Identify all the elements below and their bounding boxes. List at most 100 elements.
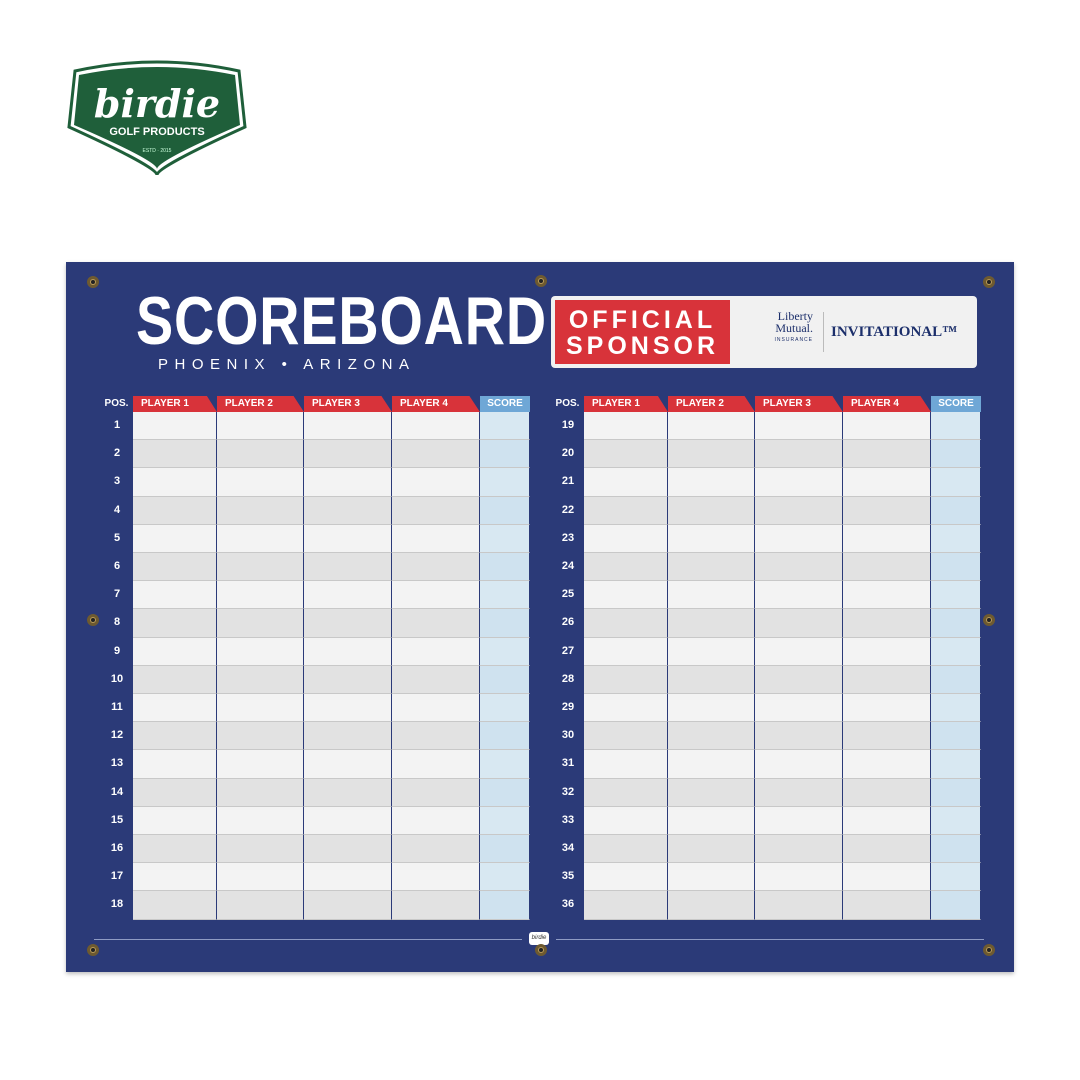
player-cell[interactable] <box>304 609 392 638</box>
player-cell[interactable] <box>584 468 668 497</box>
player-cell[interactable] <box>584 750 668 779</box>
player-cell[interactable] <box>304 891 392 920</box>
player-cell[interactable] <box>217 609 304 638</box>
player-cell[interactable] <box>304 806 392 835</box>
player-cell[interactable] <box>392 637 480 666</box>
player-cell[interactable] <box>584 835 668 864</box>
score-cell[interactable] <box>480 806 530 835</box>
player-cell[interactable] <box>217 496 304 525</box>
player-cell[interactable] <box>392 665 480 694</box>
player-cell[interactable] <box>755 665 843 694</box>
player-cell[interactable] <box>584 665 668 694</box>
player-cell[interactable] <box>392 524 480 553</box>
score-cell[interactable] <box>931 835 981 864</box>
player-cell[interactable] <box>133 778 217 807</box>
player-cell[interactable] <box>843 891 931 920</box>
player-cell[interactable] <box>392 440 480 469</box>
player-cell[interactable] <box>668 778 755 807</box>
player-cell[interactable] <box>584 722 668 751</box>
player-cell[interactable] <box>133 496 217 525</box>
player-cell[interactable] <box>584 553 668 582</box>
player-cell[interactable] <box>843 440 931 469</box>
player-cell[interactable] <box>755 412 843 441</box>
player-cell[interactable] <box>843 665 931 694</box>
player-cell[interactable] <box>843 468 931 497</box>
player-cell[interactable] <box>755 750 843 779</box>
player-cell[interactable] <box>668 891 755 920</box>
player-cell[interactable] <box>217 694 304 723</box>
player-cell[interactable] <box>584 694 668 723</box>
player-cell[interactable] <box>584 637 668 666</box>
player-cell[interactable] <box>668 750 755 779</box>
player-cell[interactable] <box>755 637 843 666</box>
player-cell[interactable] <box>217 778 304 807</box>
player-cell[interactable] <box>133 412 217 441</box>
player-cell[interactable] <box>668 637 755 666</box>
player-cell[interactable] <box>304 722 392 751</box>
player-cell[interactable] <box>217 806 304 835</box>
score-cell[interactable] <box>931 581 981 610</box>
score-cell[interactable] <box>931 609 981 638</box>
player-cell[interactable] <box>755 806 843 835</box>
score-cell[interactable] <box>931 891 981 920</box>
player-cell[interactable] <box>843 637 931 666</box>
player-cell[interactable] <box>584 609 668 638</box>
player-cell[interactable] <box>755 835 843 864</box>
score-cell[interactable] <box>480 778 530 807</box>
player-cell[interactable] <box>584 778 668 807</box>
player-cell[interactable] <box>217 440 304 469</box>
player-cell[interactable] <box>668 609 755 638</box>
player-cell[interactable] <box>668 806 755 835</box>
player-cell[interactable] <box>217 524 304 553</box>
player-cell[interactable] <box>392 468 480 497</box>
player-cell[interactable] <box>668 440 755 469</box>
player-cell[interactable] <box>304 524 392 553</box>
player-cell[interactable] <box>217 863 304 892</box>
player-cell[interactable] <box>584 581 668 610</box>
player-cell[interactable] <box>668 468 755 497</box>
player-cell[interactable] <box>584 863 668 892</box>
player-cell[interactable] <box>392 806 480 835</box>
player-cell[interactable] <box>843 609 931 638</box>
player-cell[interactable] <box>843 553 931 582</box>
player-cell[interactable] <box>584 412 668 441</box>
player-cell[interactable] <box>843 496 931 525</box>
player-cell[interactable] <box>755 496 843 525</box>
score-cell[interactable] <box>931 496 981 525</box>
score-cell[interactable] <box>931 665 981 694</box>
player-cell[interactable] <box>392 891 480 920</box>
player-cell[interactable] <box>755 694 843 723</box>
player-cell[interactable] <box>133 609 217 638</box>
player-cell[interactable] <box>843 524 931 553</box>
player-cell[interactable] <box>392 496 480 525</box>
player-cell[interactable] <box>304 440 392 469</box>
player-cell[interactable] <box>843 778 931 807</box>
score-cell[interactable] <box>931 863 981 892</box>
player-cell[interactable] <box>133 637 217 666</box>
player-cell[interactable] <box>584 440 668 469</box>
score-cell[interactable] <box>480 468 530 497</box>
player-cell[interactable] <box>392 778 480 807</box>
player-cell[interactable] <box>217 412 304 441</box>
player-cell[interactable] <box>392 553 480 582</box>
player-cell[interactable] <box>392 863 480 892</box>
player-cell[interactable] <box>668 722 755 751</box>
player-cell[interactable] <box>584 524 668 553</box>
player-cell[interactable] <box>584 806 668 835</box>
player-cell[interactable] <box>392 581 480 610</box>
player-cell[interactable] <box>755 524 843 553</box>
score-cell[interactable] <box>931 806 981 835</box>
player-cell[interactable] <box>217 553 304 582</box>
score-cell[interactable] <box>931 468 981 497</box>
score-cell[interactable] <box>480 665 530 694</box>
player-cell[interactable] <box>843 863 931 892</box>
score-cell[interactable] <box>480 609 530 638</box>
player-cell[interactable] <box>668 694 755 723</box>
player-cell[interactable] <box>304 778 392 807</box>
player-cell[interactable] <box>668 524 755 553</box>
player-cell[interactable] <box>304 553 392 582</box>
player-cell[interactable] <box>843 835 931 864</box>
player-cell[interactable] <box>217 637 304 666</box>
player-cell[interactable] <box>668 665 755 694</box>
player-cell[interactable] <box>584 496 668 525</box>
